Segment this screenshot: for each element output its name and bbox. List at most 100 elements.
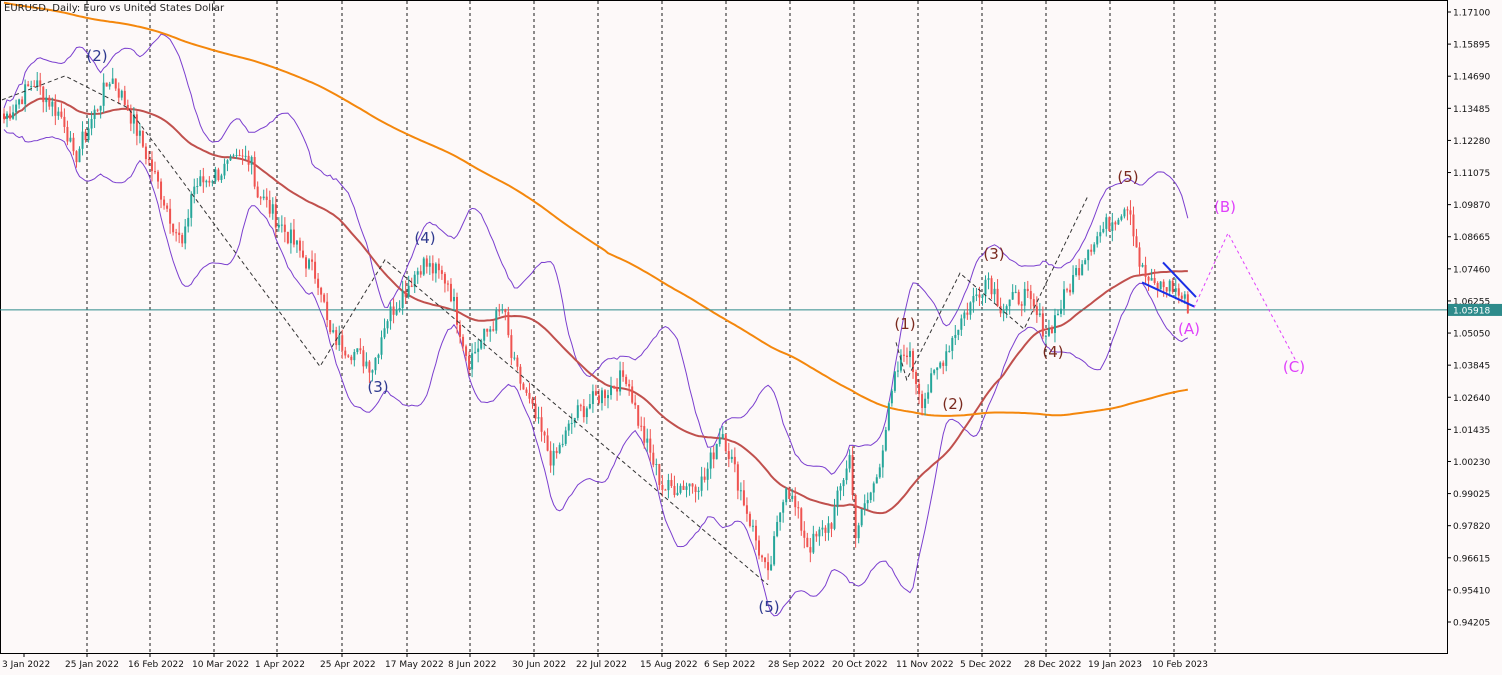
candle-body [1168,280,1171,292]
candle-body [193,186,196,195]
candle-body [516,357,519,367]
candle-body [292,229,295,245]
candle-body [685,486,688,490]
candle-body [887,403,890,430]
candle-body [1020,304,1023,306]
price-axis[interactable]: 1.17100 1.15895 1.14690 1.13485 1.12280 1.110… [1447,9,1502,629]
wave-label: (4) [414,229,435,247]
candle-body [235,154,238,156]
candle-body [884,429,887,451]
candle-body [24,84,27,105]
candle-body [688,483,691,487]
candle-body [1005,306,1008,311]
candle-body [456,296,458,325]
candle-body [392,306,395,315]
candle-body [147,159,150,161]
candle-body [872,483,875,493]
candle-body [428,263,431,267]
moving-average-200 [3,1,1189,417]
candle-body [1114,222,1117,225]
candle-body [15,104,18,113]
candle-body [661,484,664,490]
candle-body [135,114,138,136]
candle-body [600,390,603,404]
candle-body [274,204,277,228]
candle-body [386,321,389,329]
y-tick-label: 1.02640 [1453,394,1490,404]
candle-body [226,160,229,164]
candle-body [36,80,39,87]
candle-body [202,176,205,183]
candle-body [607,395,609,399]
candle-body [1138,247,1141,267]
candle-body [893,371,896,391]
candle-body [332,330,335,333]
candle-body [208,180,211,183]
candlestick-series [3,67,1189,580]
candle-body [229,156,232,161]
candle-body [1038,313,1041,316]
candle-body [667,480,670,491]
candle-body [1056,313,1059,316]
candle-body [845,468,848,481]
candle-body [401,290,404,309]
candle-body [1014,291,1017,293]
candle-body [818,529,821,537]
candle-body [190,194,193,218]
candle-body [395,309,398,315]
candle-body [265,196,268,200]
candle-body [552,450,555,466]
candle-body [253,157,256,187]
candle-body [721,434,724,439]
candle-body [1111,222,1114,231]
candle-body [329,320,332,333]
candle-body [232,155,235,157]
candle-body [256,186,259,198]
wave-label: (A) [1178,320,1200,338]
candle-body [347,355,350,357]
candle-body [570,423,573,425]
y-tick-label: 1.14690 [1453,73,1490,83]
candle-body [398,308,401,310]
time-axis[interactable]: 3 Jan 2022 25 Jan 2022 16 Feb 2022 10 Mar 2… [2,653,1208,670]
candle-body [673,485,676,496]
candle-body [682,485,685,490]
candle-body [1090,249,1093,252]
candle-body [9,113,12,119]
candle-body [144,146,147,160]
candle-body [160,181,163,200]
candle-body [1075,268,1078,276]
candle-body [954,334,957,338]
candle-body [957,329,960,335]
candle-body [1183,294,1186,299]
candle-body [640,425,643,427]
candle-body [655,464,658,466]
candle-body [794,495,797,508]
candle-body [465,346,468,356]
candle-body [90,118,93,129]
candle-body [1078,268,1081,276]
candle-body [1017,291,1020,305]
candle-body [1002,310,1005,314]
candle-body [724,434,727,452]
y-tick-label: 1.08665 [1453,233,1490,243]
candle-body [1117,219,1120,225]
candle-body [736,464,739,491]
candle-body [715,443,718,460]
candle-body [730,456,733,460]
candle-body [652,452,655,465]
candle-body [969,302,972,315]
candle-body [317,278,320,288]
candle-body [773,536,776,565]
candle-body [377,354,380,358]
candle-body [727,451,730,460]
candle-body [1087,249,1090,261]
candle-body [54,101,57,116]
candle-body [33,85,36,87]
wedge-upper [1162,261,1197,298]
x-tick-label: 15 Aug 2022 [640,660,698,670]
bollinger-lower [3,129,1189,617]
candle-body [446,283,449,285]
